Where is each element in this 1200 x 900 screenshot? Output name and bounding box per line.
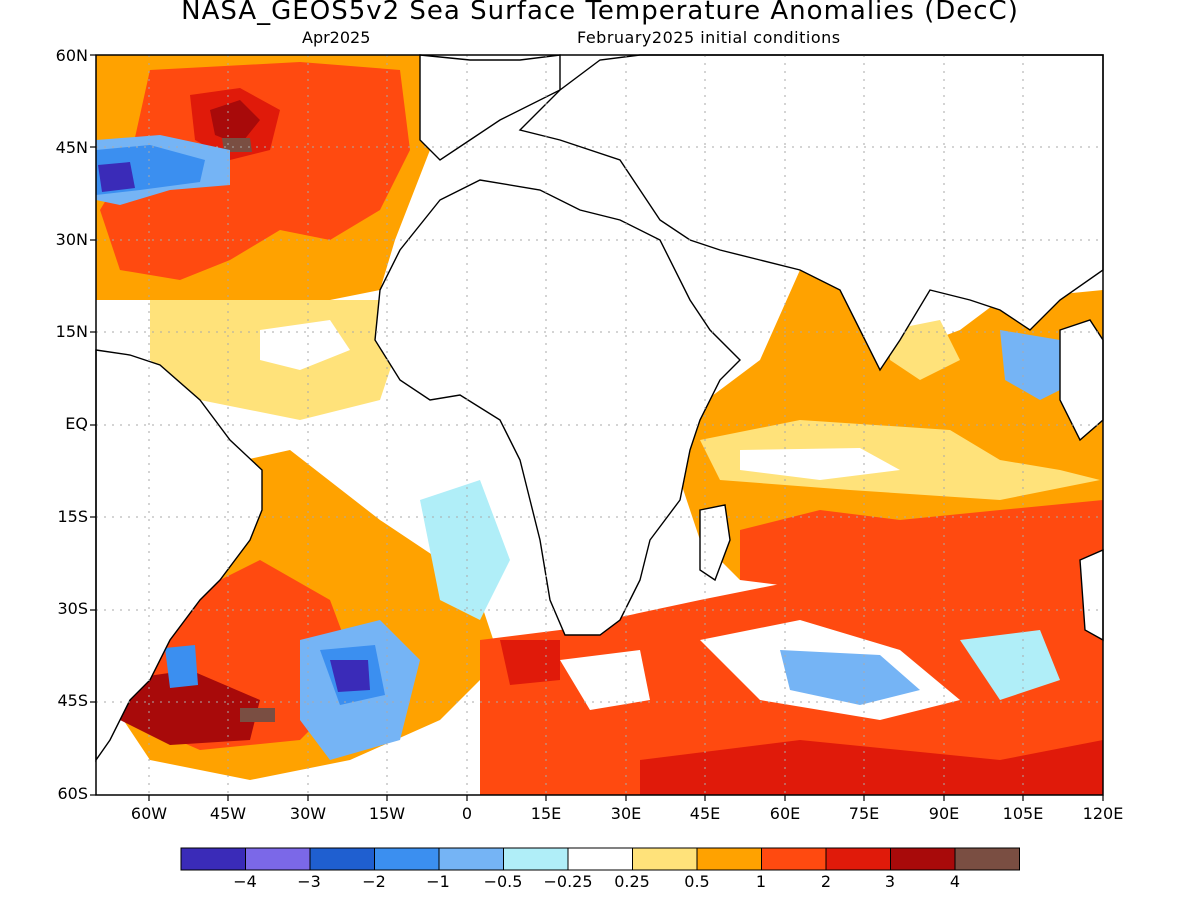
colorbar-label-neg0-25: −0.25 [543,872,593,891]
south-america-landmass [95,349,263,763]
lon-label-45w: 45W [209,804,247,823]
southern-indian-cool-patch [960,630,1060,700]
southern-ocean-hot-band [640,740,1103,795]
anomaly-field [96,55,1103,795]
arabian-sea-mild-patch [890,320,960,380]
lat-label-30n: 30N [55,230,88,249]
lat-label-45s: 45S [57,691,88,710]
colorbar-swatch [374,847,440,871]
lon-label-75e: 75E [848,804,880,823]
colorbar-label-0-5: 0.5 [684,872,710,891]
colorbar-swatch [180,847,246,871]
colorbar-swatch [825,847,891,871]
north-atlantic-strong-warm [100,62,410,280]
lon-label-105e: 105E [1002,804,1044,823]
colorbar-swatch [632,847,698,871]
agulhas-hotspot [500,640,560,685]
lon-label-120e: 120E [1082,804,1124,823]
colorbar-label-neg1: −1 [426,872,450,891]
brazil-cold-patch [165,645,198,688]
lat-label-60n: 60N [55,46,88,65]
lon-label-15w: 15W [368,804,406,823]
south-atlantic-cold-max [330,660,370,692]
lon-label-30w: 30W [289,804,327,823]
coastlines [95,54,1104,763]
south-indian-strong-warm [740,500,1103,600]
colorbar-label-2: 2 [820,872,832,891]
colorbar [180,847,1020,871]
benguela-cool-region [420,480,510,620]
lat-label-eq: EQ [65,414,88,433]
lat-label-30s: 30S [57,599,88,618]
africa-landmass [374,179,741,636]
colorbar-swatch [890,847,956,871]
colorbar-label-neg3: −3 [297,872,321,891]
equatorial-indian-mild [700,420,1100,500]
south-atlantic-hotspot [120,670,260,745]
colorbar-label-3: 3 [884,872,896,891]
south-atlantic-max [240,708,275,722]
lat-label-45n: 45N [55,138,88,157]
colorbar-label-neg2: −2 [362,872,386,891]
lon-label-60e: 60E [769,804,801,823]
lat-label-15s: 15S [57,507,88,526]
lon-label-15e: 15E [530,804,562,823]
colorbar-label-0-25: 0.25 [614,872,650,891]
colorbar-label-4: 4 [949,872,961,891]
colorbar-swatch [438,847,504,871]
lat-label-15n: 15N [55,322,88,341]
colorbar-swatch [954,847,1020,871]
colorbar-label-neg0-5: −0.5 [483,872,523,891]
lon-label-60w: 60W [130,804,168,823]
tropical-atlantic-neutral [260,320,350,370]
initial-conditions: February2025 initial conditions [577,28,841,47]
indian-ocean-warm-region [680,270,1103,580]
forecast-month: Apr2025 [302,28,371,47]
colorbar-swatch [761,847,827,871]
colorbar-swatch [696,847,762,871]
colorbar-label-1: 1 [755,872,767,891]
colorbar-label-neg4: −4 [233,872,257,891]
axis-ticks [90,54,1104,801]
europe-landmass [419,54,561,161]
lon-label-30e: 30E [610,804,642,823]
colorbar-swatch [245,847,311,871]
lat-label-60s: 60S [57,784,88,803]
asia-landmass [518,54,1104,372]
madagascar-landmass [699,504,731,582]
north-atlantic-max [222,138,252,152]
colorbar-swatch [567,847,633,871]
equatorial-indian-neutral [740,448,900,480]
lon-label-45e: 45E [689,804,721,823]
lon-label-0: 0 [461,804,473,823]
agulhas-neutral-patch [560,650,650,710]
colorbar-swatch [309,847,375,871]
graticule [96,55,1103,795]
north-atlantic-peak [210,100,260,145]
gulf-stream-cold-max [98,162,135,192]
lon-label-90e: 90E [928,804,960,823]
map-title: NASA_GEOS5v2 Sea Surface Temperature Ano… [181,0,1019,26]
southern-indian-cold-region [780,650,920,705]
colorbar-swatch [503,847,569,871]
